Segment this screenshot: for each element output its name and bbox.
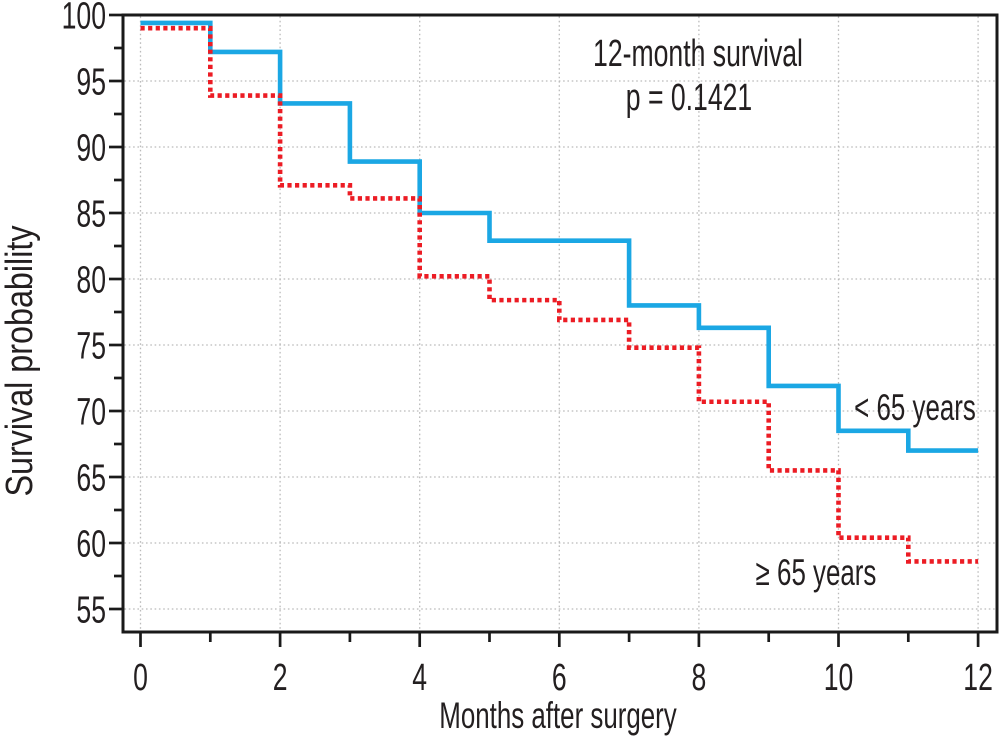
gridlines [124, 16, 996, 631]
y-tick-label: 90 [76, 126, 106, 169]
x-tick-label: 6 [552, 655, 567, 698]
x-axis-title: Months after surgery [439, 695, 677, 736]
x-tick-label: 4 [412, 655, 427, 698]
annotation-title: 12-month survival [593, 33, 803, 75]
annotation-p-value: p = 0.1421 [625, 77, 753, 119]
x-tick-label: 8 [692, 655, 707, 698]
survival-curve-under-65 [140, 20, 979, 453]
series-label-over-65: ≥ 65 years [755, 552, 877, 594]
survival-curves [140, 20, 979, 564]
series-label-under-65: < 65 years [854, 387, 977, 429]
y-tick-label: 55 [76, 588, 106, 631]
x-tick-label: 12 [963, 655, 993, 698]
y-tick-label: 80 [76, 258, 106, 301]
y-axis-title: Survival probability [0, 225, 41, 497]
tick-labels: 100 95 90 85 80 75 70 65 60 55 0 2 4 6 8 10 12 [62, 0, 993, 698]
y-tick-label: 85 [76, 192, 106, 235]
y-tick-label: 75 [76, 324, 106, 367]
axis-ticks [109, 13, 980, 647]
x-tick-label: 10 [824, 655, 854, 698]
survival-curve-over-65 [140, 25, 979, 564]
y-tick-label: 95 [76, 60, 106, 103]
y-tick-label: 60 [76, 522, 106, 565]
x-tick-label: 2 [273, 655, 288, 698]
y-tick-label: 70 [76, 390, 106, 433]
y-tick-label: 100 [62, 0, 106, 37]
x-tick-label: 0 [133, 655, 148, 698]
y-tick-label: 65 [76, 456, 106, 499]
